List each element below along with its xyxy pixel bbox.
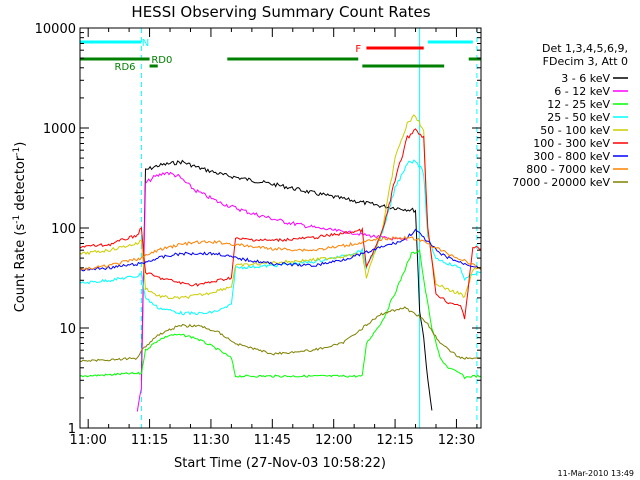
flags-layer: N F RD0 RD6	[80, 38, 481, 73]
footer-timestamp: 11-Mar-2010 13:49	[558, 469, 635, 478]
legend-label-8: 7000 - 20000 keV	[512, 176, 610, 189]
series-line-1	[136, 171, 408, 412]
chart-title: HESSI Observing Summary Count Rates	[131, 3, 430, 21]
x-tick-label: 11:45	[254, 433, 291, 448]
y-axis-label-main: Count Rate (s	[13, 224, 28, 313]
legend-header-line: FDecim 3, Att 0	[543, 55, 628, 68]
series-line-5	[80, 128, 481, 320]
series-line-8	[80, 306, 481, 363]
series-line-4	[80, 114, 481, 300]
series-line-0	[140, 159, 433, 411]
series-line-6	[80, 228, 481, 272]
x-tick-label: 12:15	[376, 433, 413, 448]
series-line-7	[80, 235, 481, 272]
plot-frame	[79, 27, 482, 429]
legend: Det 1,3,4,5,6,9,FDecim 3, Att 0 3 - 6 keV…	[512, 42, 628, 189]
x-tick-label: 12:30	[438, 433, 475, 448]
legend-label-7: 800 - 7000 keV	[526, 163, 610, 176]
legend-header-line: Det 1,3,4,5,6,9,	[542, 42, 628, 55]
y-axis-label-mid: detector	[13, 155, 28, 215]
x-axis: 11:00 11:15 11:30 11:45 12:00 12:15 12:30	[69, 28, 478, 448]
y-axis-label-exp1: -1	[12, 215, 22, 224]
y-axis-label-exp2: -1	[12, 147, 22, 156]
x-tick-label: 12:00	[315, 433, 352, 448]
legend-label-6: 300 - 800 keV	[533, 150, 610, 163]
x-tick-label: 11:00	[69, 433, 106, 448]
plot-area: N F RD0 RD6	[80, 28, 481, 428]
legend-label-1: 6 - 12 keV	[554, 85, 610, 98]
series-line-3	[80, 159, 481, 316]
x-tick-label: 11:15	[131, 433, 168, 448]
x-axis-label: Start Time (27-Nov-03 10:58:22)	[174, 456, 386, 471]
flag-label-n: N	[142, 38, 149, 49]
y-axis-label: Count Rate (s-1 detector-1)	[12, 142, 28, 313]
legend-label-4: 50 - 100 keV	[540, 124, 610, 137]
legend-label-2: 12 - 25 keV	[547, 98, 610, 111]
y-tick-label: 10	[59, 322, 76, 337]
y-axis-label-end: )	[13, 142, 28, 147]
flag-label-f: F	[355, 44, 361, 55]
legend-label-0: 3 - 6 keV	[561, 72, 610, 85]
y-tick-label: 1	[68, 422, 76, 437]
series-line-2	[80, 248, 481, 380]
x-tick-label: 11:30	[192, 433, 229, 448]
y-tick-label: 100	[51, 222, 76, 237]
series-layer	[80, 114, 481, 412]
y-tick-label: 1000	[43, 122, 76, 137]
boundary-lines	[80, 28, 478, 428]
legend-label-5: 100 - 300 keV	[533, 137, 610, 150]
flag-label-rd0: RD0	[151, 55, 172, 66]
y-tick-label: 10000	[35, 22, 76, 37]
legend-label-3: 25 - 50 keV	[547, 111, 610, 124]
flag-label-rd6: RD6	[115, 62, 136, 73]
